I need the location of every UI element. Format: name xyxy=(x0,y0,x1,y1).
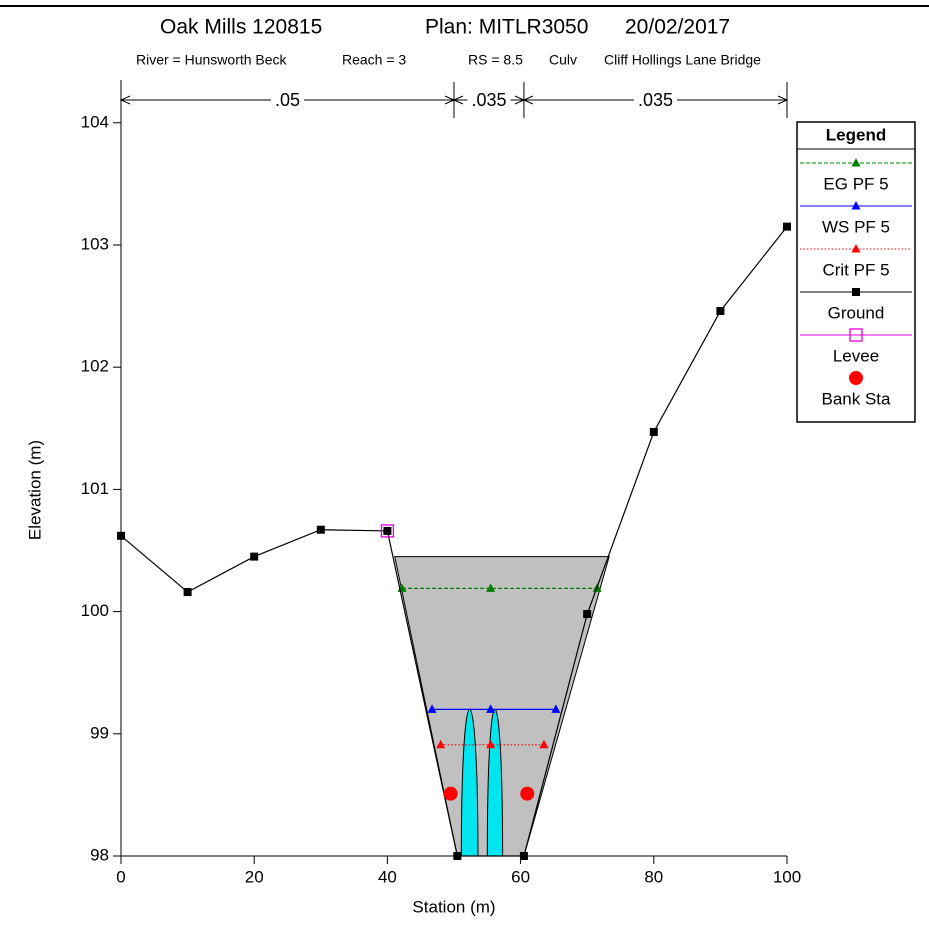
marker xyxy=(520,786,535,801)
marker xyxy=(583,610,592,619)
y-tick-label: 98 xyxy=(90,845,109,864)
y-tick-label: 103 xyxy=(81,234,109,253)
manning-label: .05 xyxy=(275,90,300,110)
marker xyxy=(539,739,549,749)
marker xyxy=(716,306,725,315)
y-tick-label: 102 xyxy=(81,357,109,376)
legend-label: EG PF 5 xyxy=(823,174,888,193)
marker xyxy=(443,786,458,801)
manning-label: .035 xyxy=(471,90,506,110)
chart-subtitle: River = Hunsworth Beck xyxy=(136,52,288,68)
manning-label: .035 xyxy=(638,90,673,110)
label-bg xyxy=(633,90,677,110)
marker xyxy=(849,328,863,342)
chart-subtitle: Cliff Hollings Lane Bridge xyxy=(604,52,761,68)
marker xyxy=(519,852,528,860)
legend-label: WS PF 5 xyxy=(822,217,890,236)
marker xyxy=(851,244,861,253)
marker xyxy=(851,158,861,167)
legend-label: Levee xyxy=(833,346,879,365)
x-tick-label: 60 xyxy=(511,867,530,886)
x-tick-label: 100 xyxy=(773,867,801,886)
chart-subtitle: Culv xyxy=(549,52,577,68)
legend-label: Bank Sta xyxy=(822,389,892,408)
chart-title: 20/02/2017 xyxy=(625,16,730,39)
x-tick-label: 40 xyxy=(378,867,397,886)
marker xyxy=(783,222,791,231)
marker xyxy=(427,704,437,713)
chart-title: Plan: MITLR3050 xyxy=(425,16,588,39)
marker xyxy=(551,704,561,713)
marker xyxy=(849,371,863,385)
legend-label: Crit PF 5 xyxy=(822,260,889,279)
x-tick-label: 20 xyxy=(245,867,264,886)
y-tick-label: 101 xyxy=(81,479,109,498)
legend-box xyxy=(796,121,916,423)
arrow-head xyxy=(522,95,789,105)
label-bg xyxy=(270,90,305,110)
x-axis-label: Station (m) xyxy=(412,897,495,916)
marker xyxy=(380,524,395,538)
legend-label: Ground xyxy=(828,303,885,322)
y-tick-label: 104 xyxy=(81,112,109,131)
marker xyxy=(486,704,496,713)
marker xyxy=(851,201,861,210)
marker xyxy=(453,852,462,860)
marker xyxy=(383,526,392,535)
legend-title: Legend xyxy=(826,125,886,144)
marker xyxy=(649,427,658,436)
chart-subtitle: RS = 8.5 xyxy=(468,52,523,68)
marker xyxy=(486,739,496,749)
marker xyxy=(316,525,325,534)
chart-subtitle: Reach = 3 xyxy=(342,52,406,68)
marker xyxy=(436,739,446,749)
x-tick-label: 0 xyxy=(116,867,125,886)
y-tick-label: 99 xyxy=(90,723,109,742)
marker xyxy=(183,588,192,597)
marker xyxy=(117,531,125,540)
marker xyxy=(486,583,496,592)
marker xyxy=(852,288,860,296)
chart-title: Oak Mills 120815 xyxy=(160,16,322,39)
y-axis-label: Elevation (m) xyxy=(25,440,44,540)
marker xyxy=(250,552,259,561)
y-tick-label: 100 xyxy=(81,601,109,620)
label-bg xyxy=(467,90,511,110)
x-tick-label: 80 xyxy=(644,867,663,886)
